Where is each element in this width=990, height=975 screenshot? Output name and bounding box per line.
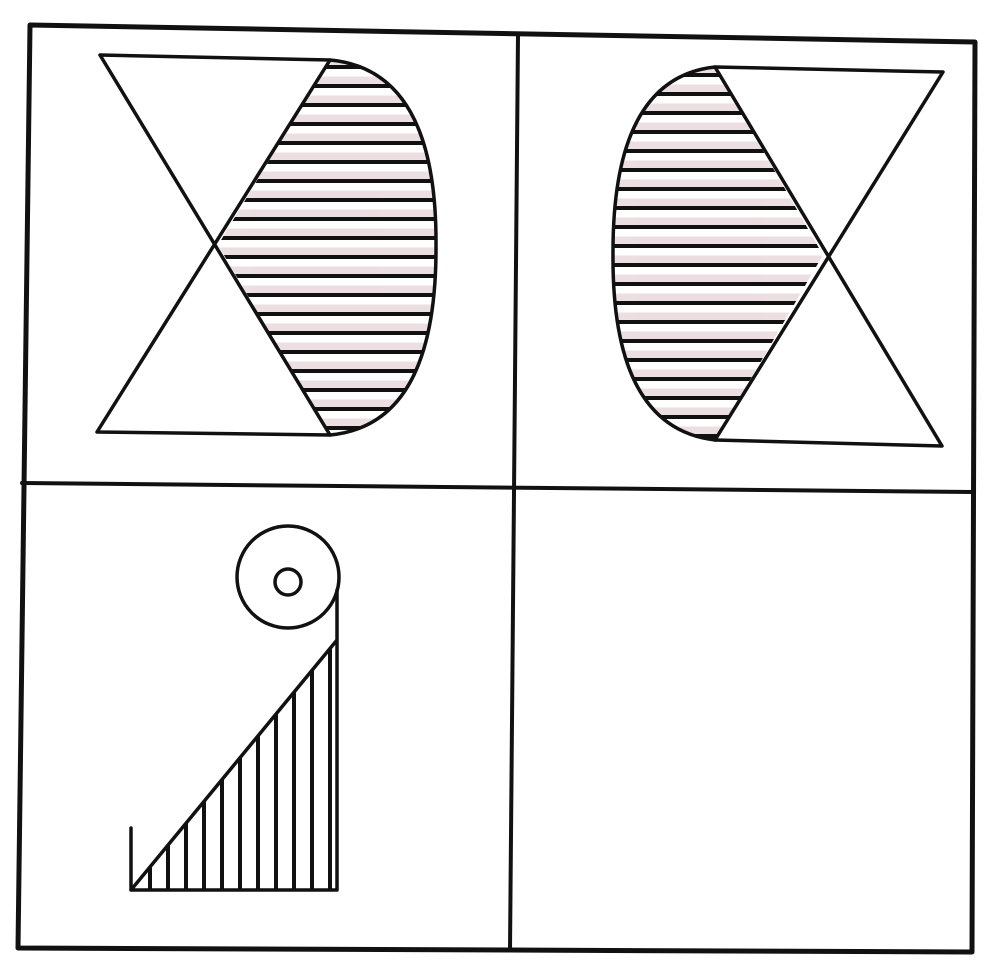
- outer-frame: [15, 22, 978, 955]
- inner-circle: [273, 567, 303, 597]
- vertical-divider: [508, 33, 520, 952]
- panel-bottom-left: [129, 524, 341, 892]
- panel-bottom-right[interactable]: [520, 496, 968, 946]
- hatch-lines-top-left: [218, 60, 437, 430]
- hatch-lines-triangle: [148, 640, 332, 890]
- bowtie-outline-top-left: [95, 53, 332, 437]
- bowtie-outline-top-right: [713, 65, 945, 448]
- outer-circle: [235, 524, 341, 630]
- half-ellipse-outline-top-right: [611, 65, 717, 442]
- answer-area[interactable]: [520, 496, 968, 946]
- puzzle-grid: [15, 22, 978, 955]
- half-ellipse-outline-top-left: [328, 58, 438, 437]
- horizontal-divider: [20, 481, 975, 494]
- panel-top-right: [611, 65, 945, 448]
- triangle-outline: [129, 588, 339, 892]
- panel-top-left: [95, 53, 438, 437]
